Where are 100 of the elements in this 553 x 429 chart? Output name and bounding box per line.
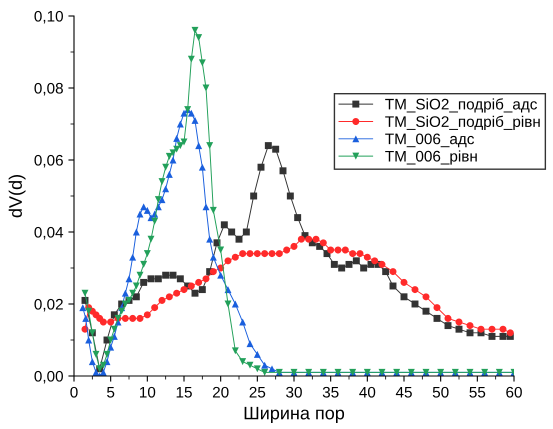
point	[122, 314, 129, 322]
point	[466, 322, 474, 330]
point	[151, 218, 158, 225]
point	[107, 336, 114, 344]
point	[434, 304, 440, 312]
point	[242, 228, 250, 236]
point	[118, 308, 126, 315]
point	[220, 221, 228, 228]
point	[104, 350, 110, 358]
point	[129, 314, 136, 322]
point	[100, 318, 107, 326]
point	[371, 257, 378, 264]
point	[232, 347, 239, 354]
point	[290, 242, 298, 250]
point	[173, 146, 180, 153]
x-tick-label: 40	[359, 386, 376, 398]
point	[154, 275, 162, 282]
point	[192, 290, 198, 297]
point	[85, 308, 92, 315]
y-tick-label: 0,06	[34, 154, 63, 168]
y-tick-label: 0,04	[34, 226, 64, 240]
point	[144, 250, 151, 258]
point	[148, 275, 154, 282]
point	[346, 260, 352, 268]
point	[294, 214, 302, 222]
point	[382, 268, 390, 276]
x-tick-label: 50	[432, 386, 449, 398]
x-tick-label: 20	[212, 386, 229, 398]
point	[180, 286, 188, 294]
point	[195, 278, 202, 286]
point	[166, 293, 173, 300]
point	[506, 329, 514, 336]
y-tick-label: 0,08	[34, 82, 63, 96]
x-tick-label: 0	[70, 386, 78, 398]
point	[132, 293, 140, 300]
point	[82, 290, 88, 297]
point	[122, 300, 129, 308]
point	[456, 318, 462, 326]
y-tick-label: 0,10	[34, 10, 63, 24]
x-tick-label: 55	[469, 386, 486, 398]
legend-label: TM_SiO2_подріб_адс	[385, 98, 537, 113]
point	[192, 26, 198, 34]
point	[195, 34, 202, 42]
point	[239, 250, 246, 258]
point	[176, 275, 184, 282]
point	[412, 300, 418, 308]
point	[364, 254, 371, 261]
point	[488, 326, 496, 333]
point	[100, 362, 107, 369]
point	[180, 138, 188, 146]
point	[330, 260, 338, 268]
point	[158, 178, 166, 186]
point	[312, 236, 320, 243]
point	[136, 272, 144, 279]
point	[334, 246, 342, 254]
x-tick-label: 5	[107, 386, 114, 398]
x-tick-label: 25	[250, 386, 266, 398]
point	[140, 260, 148, 268]
point	[176, 142, 184, 150]
point	[232, 254, 239, 261]
point	[500, 326, 506, 333]
point	[158, 296, 166, 304]
y-tick-label: 0,00	[34, 370, 63, 384]
point	[236, 236, 242, 243]
point	[202, 275, 210, 282]
point	[456, 326, 462, 333]
point	[154, 196, 162, 204]
x-axis-title: Ширина пор	[244, 406, 344, 424]
point	[136, 314, 144, 322]
point	[434, 314, 440, 322]
point	[217, 246, 224, 254]
point	[254, 365, 261, 372]
point	[422, 308, 430, 315]
point	[349, 250, 356, 258]
point	[170, 272, 176, 279]
point	[250, 192, 258, 200]
y-tick-label: 0,02	[34, 298, 63, 312]
point	[478, 326, 484, 333]
point	[246, 362, 254, 369]
point	[280, 167, 286, 174]
point	[148, 236, 154, 243]
point	[239, 358, 246, 366]
x-tick-label: 35	[322, 386, 339, 398]
point	[342, 246, 349, 254]
point	[198, 286, 206, 294]
point	[360, 264, 368, 272]
point	[400, 278, 408, 286]
point	[305, 236, 312, 243]
point	[228, 228, 236, 236]
point	[261, 250, 268, 258]
point	[188, 282, 195, 290]
point	[444, 322, 452, 330]
point	[254, 250, 261, 258]
point	[488, 332, 496, 340]
point	[140, 278, 148, 286]
point	[132, 282, 140, 290]
point	[107, 318, 114, 326]
point	[327, 246, 334, 254]
point	[412, 286, 418, 294]
point	[390, 268, 396, 276]
